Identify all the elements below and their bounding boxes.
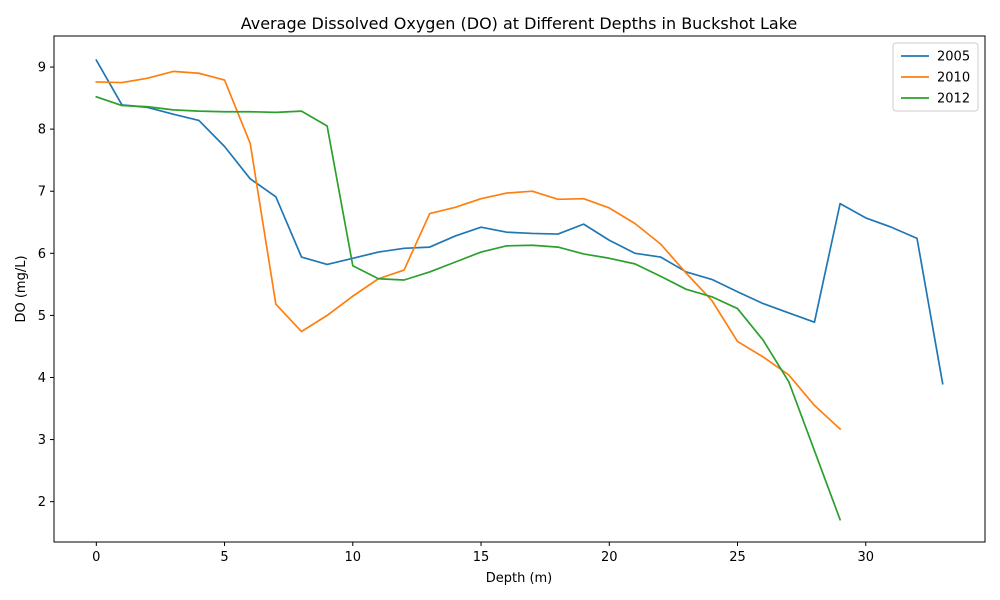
legend-label-2012: 2012 [937, 92, 970, 107]
legend-box [892, 42, 979, 112]
legend-label-2010: 2010 [937, 71, 970, 86]
y-tick-label: 9 [38, 61, 46, 76]
y-tick-label: 2 [38, 495, 46, 510]
y-tick-label: 6 [38, 247, 46, 262]
x-axis-label: Depth (m) [486, 571, 553, 586]
series-line-2012 [95, 95, 842, 521]
x-tick-label: 30 [857, 550, 874, 565]
y-tick-label: 8 [38, 123, 46, 138]
x-tick-label: 5 [220, 550, 228, 565]
y-tick-label: 4 [38, 371, 46, 386]
series-layer [95, 59, 944, 521]
y-axis-label: DO (mg/L) [14, 255, 29, 322]
x-tick-label: 25 [729, 550, 746, 565]
plot-frame [53, 35, 986, 543]
y-tick-label: 7 [38, 185, 46, 200]
x-tick-label: 0 [92, 550, 100, 565]
legend: 2005 2010 2012 [892, 42, 979, 112]
series-line-2010 [95, 70, 842, 431]
chart-title: Average Dissolved Oxygen (DO) at Differe… [241, 14, 798, 33]
x-tick-label: 15 [473, 550, 490, 565]
x-tick-label: 10 [345, 550, 362, 565]
y-tick-label: 3 [38, 433, 46, 448]
axes: 0 5 10 15 20 25 30 2 3 4 5 6 7 8 9 [38, 35, 986, 565]
legend-label-2005: 2005 [937, 50, 970, 65]
series-line-2005 [95, 59, 944, 385]
x-tick-label: 20 [601, 550, 618, 565]
y-tick-label: 5 [38, 309, 46, 324]
